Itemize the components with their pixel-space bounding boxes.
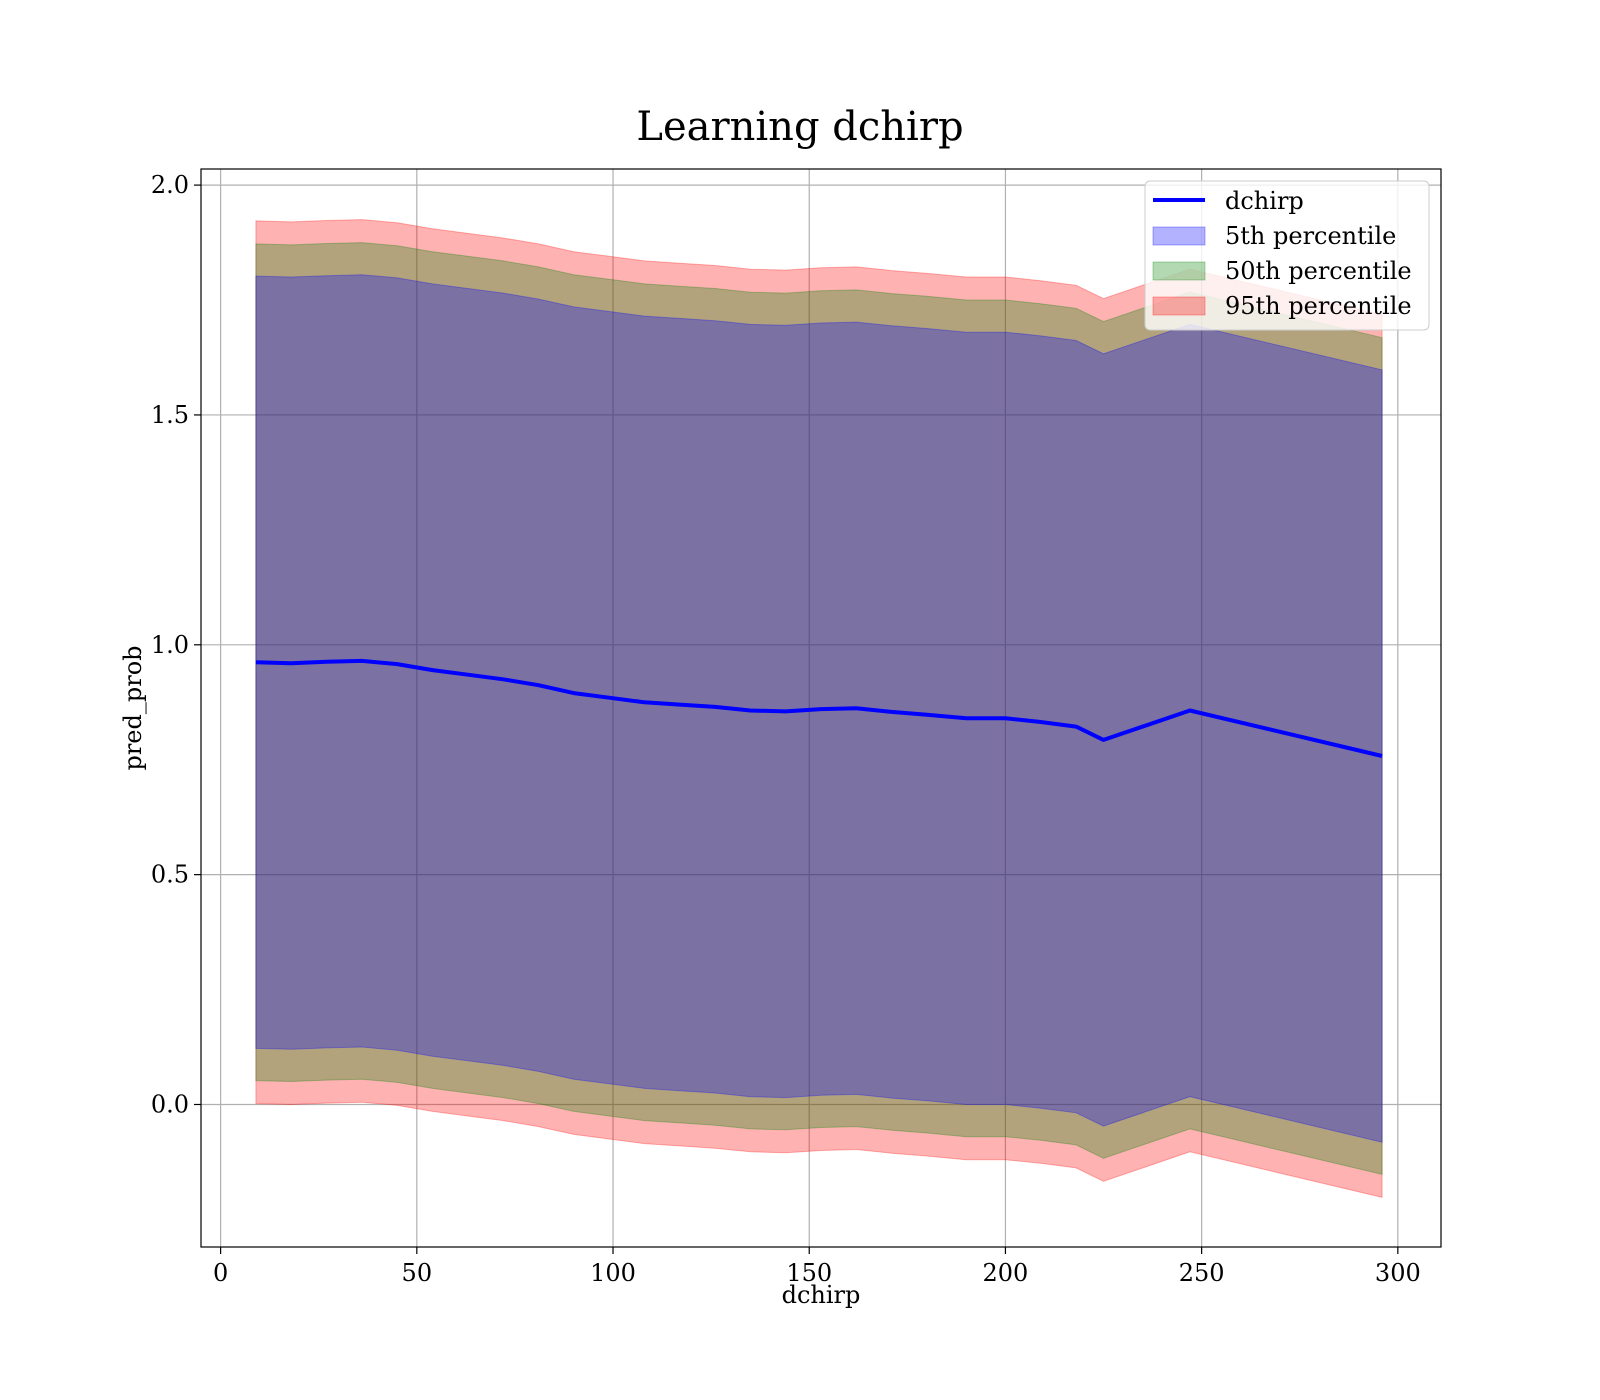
x-tick-label-3: 150 xyxy=(786,1259,832,1287)
x-tick-label-0: 0 xyxy=(213,1259,228,1287)
grid xyxy=(201,169,1441,1247)
y-tick-label-3: 1.5 xyxy=(151,401,189,429)
legend-box xyxy=(1144,180,1430,331)
legend-label-95th-percentile: 95th percentile xyxy=(1225,292,1412,320)
x-tick-label-5: 250 xyxy=(1179,1259,1225,1287)
chart-title: Learning dchirp xyxy=(636,104,963,150)
x-tick-label-2: 100 xyxy=(590,1259,636,1287)
x-tick-label-1: 50 xyxy=(402,1259,433,1287)
y-tick-label-1: 0.5 xyxy=(151,861,189,889)
y-tick-label-2: 1.0 xyxy=(151,631,189,659)
x-tick-label-4: 200 xyxy=(983,1259,1029,1287)
x-axis-label: dchirp xyxy=(782,1281,861,1309)
plot-frame xyxy=(200,168,1442,1248)
legend-label-50th-percentile: 50th percentile xyxy=(1225,257,1412,285)
legend-label-5th-percentile: 5th percentile xyxy=(1225,222,1396,250)
y-axis-label: pred_prob xyxy=(119,645,147,770)
legend-swatch-95th-percentile xyxy=(1152,296,1206,316)
legend-swatch-5th-percentile xyxy=(1152,226,1206,246)
x-tick-label-6: 300 xyxy=(1375,1259,1421,1287)
legend: dchirp 5th percentile 50th percentile 95… xyxy=(1144,180,1430,331)
axis-ticks: 0 50 100 150 200 250 300 0.0 0.5 1.0 1.5 2.0 xyxy=(151,171,1421,1287)
y-tick-label-4: 2.0 xyxy=(151,171,189,199)
legend-swatch-50th-percentile xyxy=(1152,261,1206,281)
series-line-dchirp xyxy=(255,658,1383,758)
legend-label-dchirp: dchirp xyxy=(1225,187,1304,215)
data-line-layer xyxy=(255,658,1383,758)
y-tick-label-0: 0.0 xyxy=(151,1090,189,1118)
